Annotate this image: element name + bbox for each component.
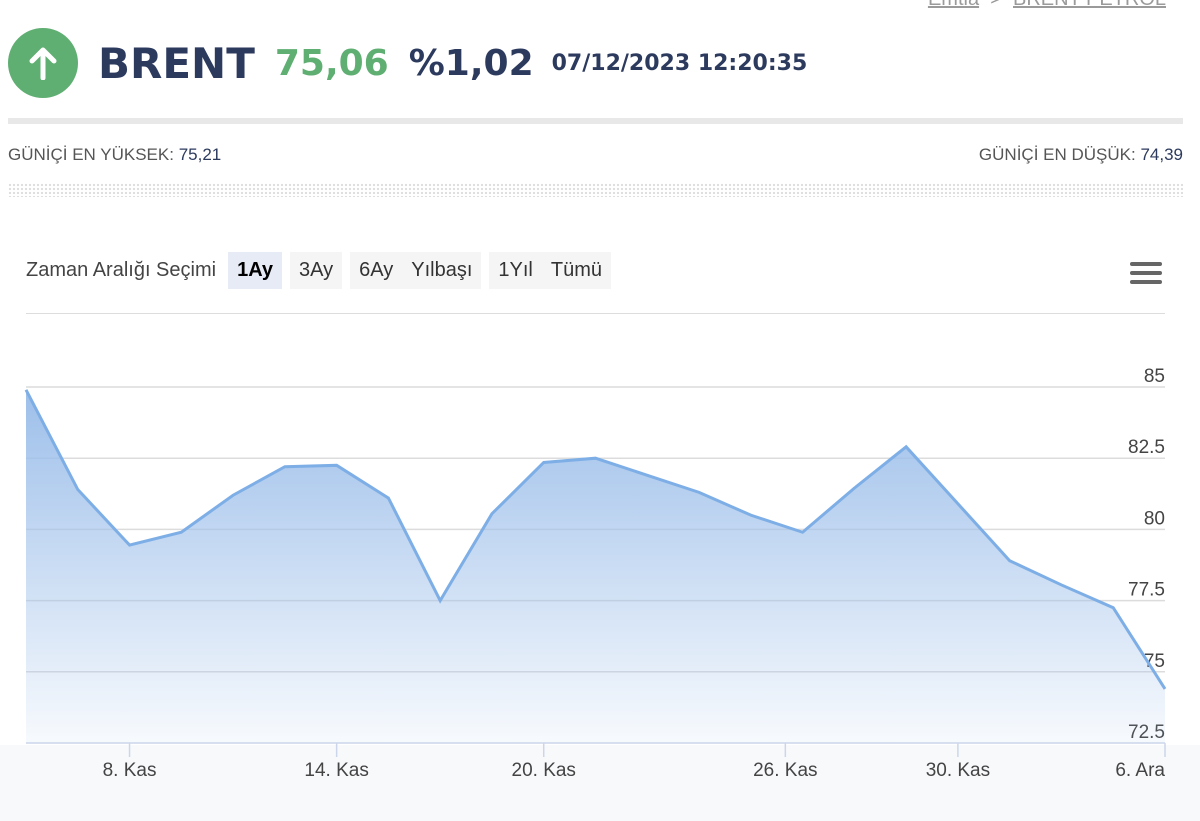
high-label: GÜNİÇİ EN YÜKSEK: xyxy=(8,145,174,164)
change-percent: %1,02 xyxy=(408,42,534,84)
divider xyxy=(8,118,1183,124)
x-tick-label: 30. Kas xyxy=(926,760,990,781)
breadcrumb: Emtia > BRENT PETROL xyxy=(928,0,1166,11)
price-line xyxy=(24,389,1167,690)
range-6ay-button[interactable]: 6Ay xyxy=(350,252,403,289)
y-tick-label: 80 xyxy=(1144,508,1165,529)
breadcrumb-separator: > xyxy=(990,0,1002,10)
x-tick-label: 6. Ara xyxy=(1115,760,1165,781)
x-tick-label: 26. Kas xyxy=(753,760,817,781)
x-tick-label: 14. Kas xyxy=(304,760,368,781)
range-selector: Zaman Aralığı Seçimi 1Ay 3Ay 6Ay Yılbaşı… xyxy=(26,252,611,289)
low-label: GÜNİÇİ EN DÜŞÜK: xyxy=(978,145,1136,164)
intraday-low: GÜNİÇİ EN DÜŞÜK: 74,39 xyxy=(979,145,1183,165)
chart-separator xyxy=(26,313,1165,314)
quote-header: BRENT 75,06 %1,02 07/12/2023 12:20:35 xyxy=(8,28,807,98)
low-value: 74,39 xyxy=(1140,145,1183,164)
y-tick-label: 82.5 xyxy=(1128,437,1165,458)
range-3ay-button[interactable]: 3Ay xyxy=(290,252,343,289)
y-tick-label: 85 xyxy=(1144,366,1165,387)
x-tick-label: 8. Kas xyxy=(103,760,157,781)
range-label: Zaman Aralığı Seçimi xyxy=(26,259,217,281)
breadcrumb-brent[interactable]: BRENT PETROL xyxy=(1013,0,1166,10)
range-all-button[interactable]: Tümü xyxy=(541,252,611,289)
area-fill xyxy=(26,389,1165,743)
range-1ay-button[interactable]: 1Ay xyxy=(228,252,283,289)
datetime: 07/12/2023 12:20:35 xyxy=(551,50,808,76)
breadcrumb-emtia[interactable]: Emtia xyxy=(928,0,979,10)
high-value: 75,21 xyxy=(178,145,222,164)
x-tick-label: 20. Kas xyxy=(512,760,576,781)
range-ytd-button[interactable]: Yılbaşı xyxy=(402,252,482,289)
y-tick-label: 77.5 xyxy=(1128,580,1165,601)
range-1yil-button[interactable]: 1Yıl xyxy=(489,252,542,289)
symbol: BRENT xyxy=(98,38,255,88)
price: 75,06 xyxy=(274,42,389,84)
hamburger-menu-icon[interactable] xyxy=(1130,262,1162,289)
arrow-up-icon xyxy=(8,28,78,98)
intraday-high: GÜNİÇİ EN YÜKSEK: 75,21 xyxy=(8,145,221,165)
chart-footer-bg xyxy=(0,745,1200,821)
dotted-divider xyxy=(8,183,1183,197)
